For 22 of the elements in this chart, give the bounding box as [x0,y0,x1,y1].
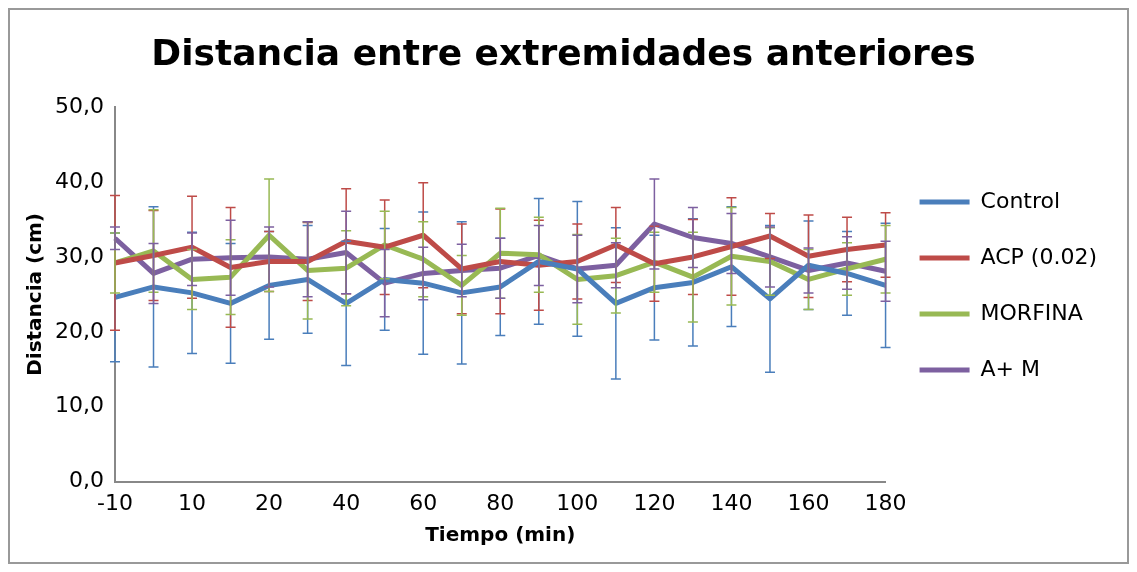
x-tick-label: 60 [409,489,438,515]
chart-title: Distancia entre extremidades anteriores [151,31,976,73]
x-tick-label: 140 [710,489,753,515]
x-tick-label: 160 [787,489,830,515]
x-tick-label: 120 [633,489,676,515]
x-tick-label: 100 [556,489,599,515]
y-tick-label: 20,0 [55,317,104,343]
y-tick-label: 10,0 [55,392,104,418]
legend-label: MORFINA [980,299,1083,325]
y-axis-title: Distancia (cm) [22,212,47,376]
x-tick-label: 40 [332,489,361,515]
x-tick-label: 10 [178,489,207,515]
x-tick-label: 20 [255,489,284,515]
y-tick-label: 30,0 [55,242,104,268]
y-tick-label: 40,0 [55,167,104,193]
x-axis-title: Tiempo (min) [425,522,576,547]
x-tick-label: 80 [486,489,515,515]
legend-label: Control [980,187,1061,213]
legend-label: A+ M [980,355,1041,381]
y-tick-label: 50,0 [55,92,104,118]
x-tick-label: 180 [864,489,907,515]
legend-label: ACP (0.02) [980,243,1097,269]
